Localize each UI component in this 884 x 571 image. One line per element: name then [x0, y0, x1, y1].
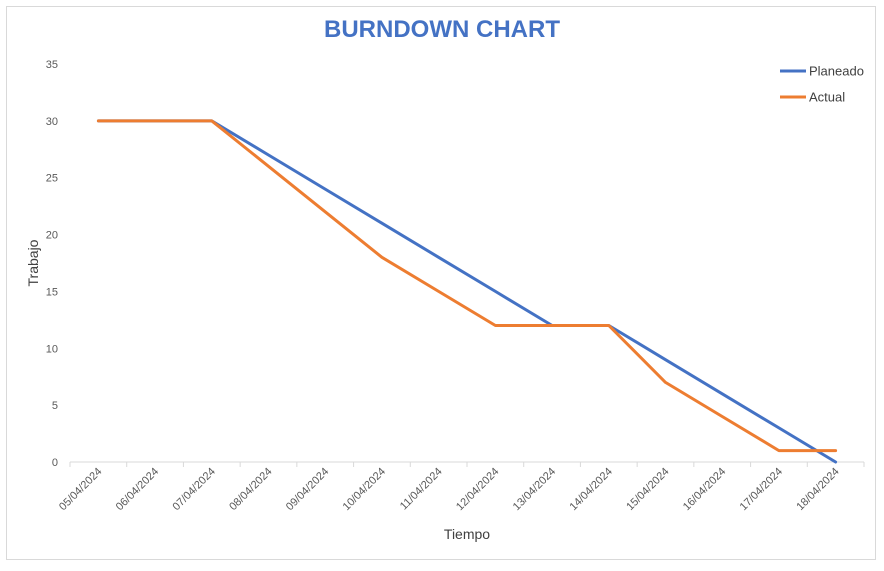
x-tick-label: 05/04/2024 — [57, 466, 104, 513]
y-tick-label: 10 — [46, 343, 58, 355]
x-tick-label: 15/04/2024 — [624, 466, 671, 513]
y-tick-label: 35 — [46, 59, 58, 71]
x-tick-label: 08/04/2024 — [227, 466, 274, 513]
x-tick-label: 14/04/2024 — [567, 466, 614, 513]
y-tick-label: 0 — [52, 457, 58, 469]
legend-entry: Planeado — [809, 64, 864, 79]
y-tick-label: 5 — [52, 400, 58, 412]
x-tick-label: 07/04/2024 — [170, 466, 217, 513]
chart-frame — [6, 6, 876, 560]
y-tick-label: 25 — [46, 173, 58, 185]
y-tick-label: 30 — [46, 116, 58, 128]
x-tick-label: 17/04/2024 — [738, 466, 785, 513]
x-tick-label: 12/04/2024 — [454, 466, 501, 513]
x-tick-label: 06/04/2024 — [114, 466, 161, 513]
series-line-actual — [96, 119, 838, 453]
series-line-planeado — [96, 119, 838, 464]
y-tick-label: 20 — [46, 230, 58, 242]
x-tick-label: 09/04/2024 — [284, 466, 331, 513]
x-tick-label: 11/04/2024 — [398, 466, 445, 513]
x-axis-label: Tiempo — [443, 526, 491, 542]
y-tick-label: 15 — [46, 286, 58, 298]
x-tick-label: 13/04/2024 — [511, 466, 558, 513]
legend-entry: Actual — [809, 90, 845, 105]
x-tick-label: 10/04/2024 — [341, 466, 388, 513]
x-tick-label: 18/04/2024 — [794, 466, 841, 513]
x-tick-label: 16/04/2024 — [681, 466, 728, 513]
chart-title: BURNDOWN CHART — [324, 16, 560, 43]
